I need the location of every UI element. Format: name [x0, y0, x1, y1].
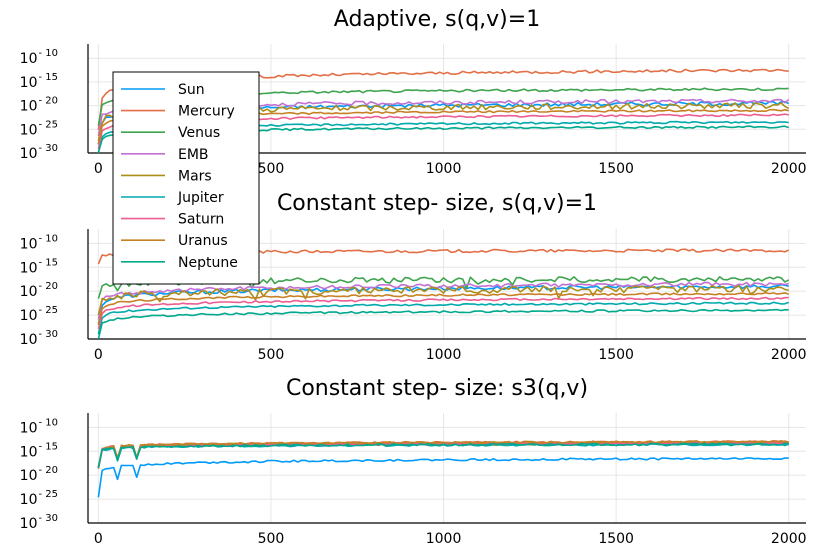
y-tick-label: 10- 15 — [20, 72, 58, 91]
legend-label-emb: EMB — [178, 147, 209, 163]
legend: Sun Mercury Venus EMB Mars Jupiter Saturn Uranu… — [112, 71, 260, 285]
series-line-saturn — [97, 296, 789, 330]
chart-title: Adaptive, s(q,v)=1 — [334, 7, 540, 32]
series-line-uranus — [97, 291, 789, 326]
legend-label-jupiter: Jupiter — [177, 190, 224, 206]
y-tick-label: 10- 10 — [20, 233, 58, 252]
x-tick-label: 1500 — [598, 531, 634, 547]
chart-title: Constant step- size: s3(q,v) — [286, 376, 588, 401]
panels: Adaptive, s(q,v)=1 0 500 1000 1500 2000 10- 10… — [20, 7, 807, 547]
y-tick-label: 10- 30 — [20, 329, 58, 348]
legend-label-venus: Venus — [178, 125, 220, 141]
x-tick-label: 0 — [94, 161, 103, 177]
legend-box — [112, 71, 260, 285]
y-tick-label: 10- 30 — [20, 513, 58, 532]
chart-title: Constant step- size, s(q,v)=1 — [277, 191, 597, 216]
x-tick-label: 500 — [258, 161, 285, 177]
chart-panel-2: Constant step- size, s(q,v)=1 0 500 1000 150… — [20, 191, 807, 363]
y-tick-label: 10- 20 — [20, 96, 58, 115]
y-tick-label: 10- 25 — [20, 489, 58, 508]
series-line-jupiter — [97, 301, 789, 335]
x-tick-label: 2000 — [771, 347, 807, 363]
series-line-neptune — [97, 442, 789, 468]
series-line-neptune — [97, 308, 789, 340]
x-tick-label: 500 — [258, 531, 285, 547]
x-tick-label: 2000 — [771, 161, 807, 177]
y-tick-label: 10- 10 — [20, 48, 58, 67]
x-tick-label: 500 — [258, 347, 285, 363]
legend-label-neptune: Neptune — [178, 255, 238, 271]
y-tick-label: 10- 30 — [20, 143, 58, 162]
x-tick-label: 1500 — [598, 161, 634, 177]
y-tick-label: 10- 10 — [20, 417, 58, 436]
y-tick-label: 10- 25 — [20, 119, 58, 138]
legend-label-mars: Mars — [178, 168, 212, 184]
y-tick-label: 10- 25 — [20, 305, 58, 324]
series-line-emb — [97, 281, 789, 320]
legend-label-saturn: Saturn — [178, 212, 224, 228]
y-tick-label: 10- 20 — [20, 465, 58, 484]
x-tick-label: 1000 — [426, 347, 462, 363]
chart-panel-3: Constant step- size: s3(q,v) 0 500 1000 1500… — [20, 376, 807, 547]
x-tick-label: 0 — [94, 531, 103, 547]
series-line-mars — [97, 284, 789, 316]
legend-label-mercury: Mercury — [178, 104, 235, 120]
y-tick-label: 10- 20 — [20, 281, 58, 300]
legend-label-uranus: Uranus — [178, 233, 228, 249]
x-tick-label: 2000 — [771, 531, 807, 547]
y-tick-label: 10- 15 — [20, 441, 58, 460]
series-line-uranus — [97, 439, 789, 468]
legend-label-sun: Sun — [178, 82, 205, 98]
y-tick-label: 10- 15 — [20, 257, 58, 276]
x-tick-label: 1000 — [426, 531, 462, 547]
x-tick-label: 1500 — [598, 347, 634, 363]
x-tick-label: 0 — [94, 347, 103, 363]
series-line-sun — [97, 457, 789, 498]
x-tick-label: 1000 — [426, 161, 462, 177]
